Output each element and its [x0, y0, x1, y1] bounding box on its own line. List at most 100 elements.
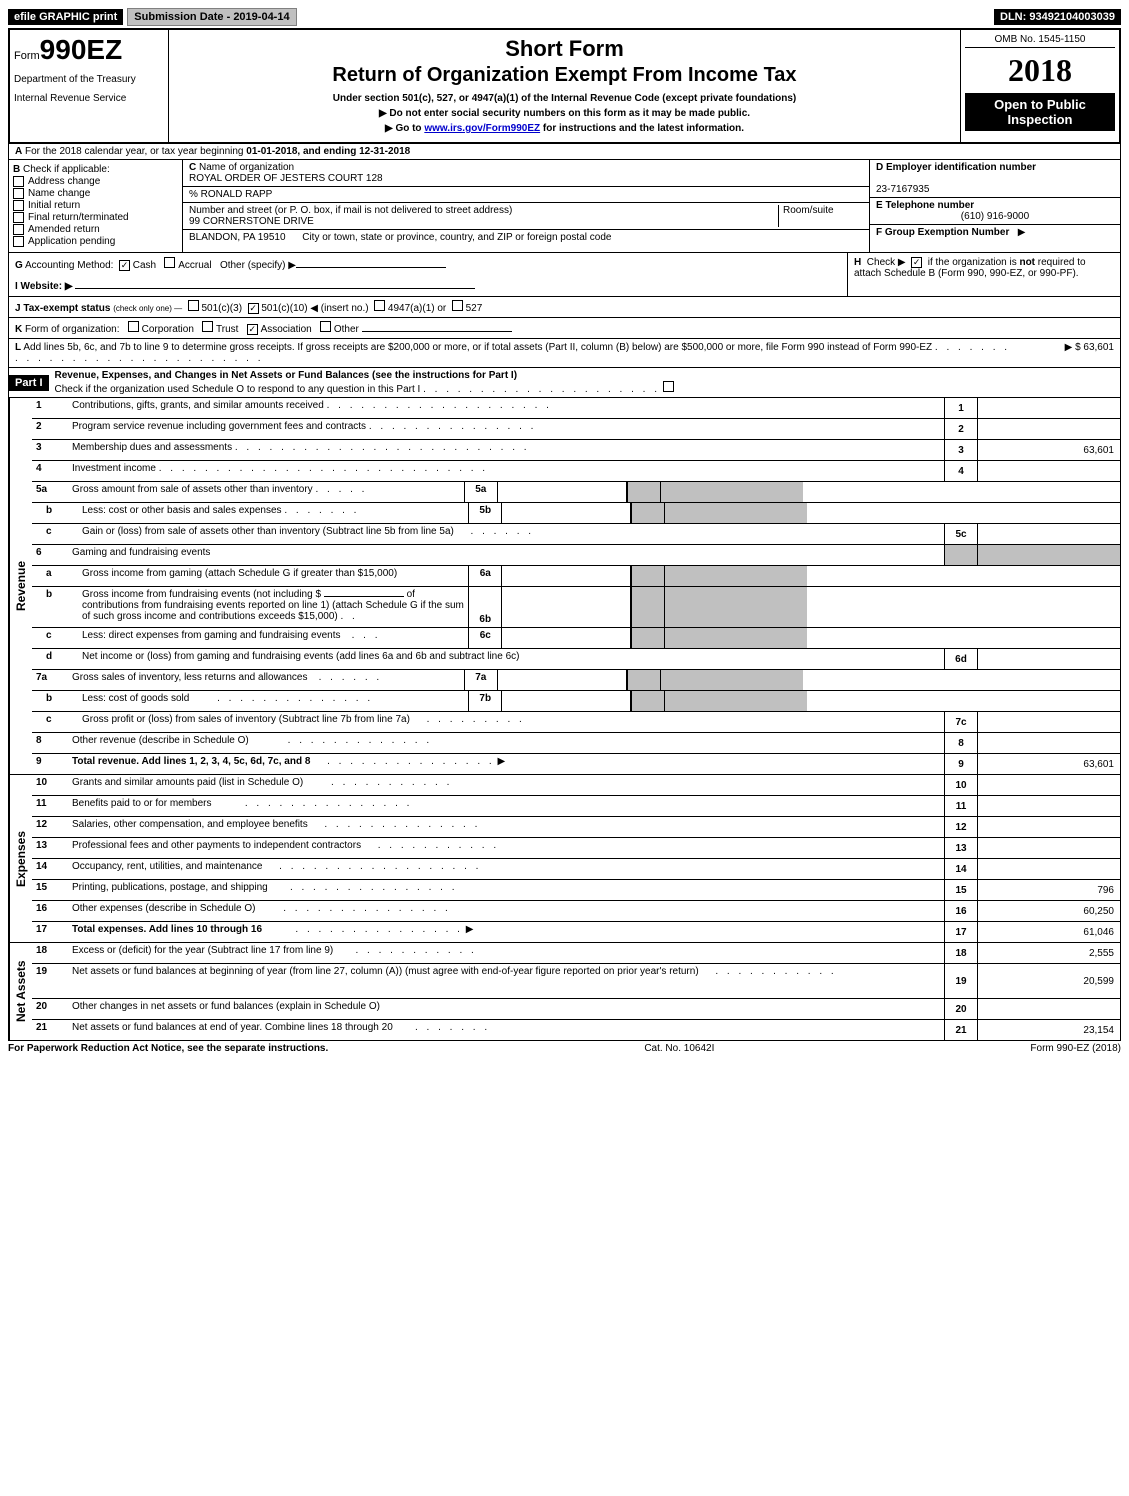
dots-icon: . . . . . . . . . . . . . . . . . . . . … — [423, 384, 660, 395]
subtitle-section: Under section 501(c), 527, or 4947(a)(1)… — [177, 93, 952, 104]
line14-value — [977, 859, 1120, 879]
line12-value — [977, 817, 1120, 837]
city-state-zip: BLANDON, PA 19510 — [189, 232, 286, 243]
chk-amended-return[interactable] — [13, 224, 24, 235]
tax-year: 2018 — [965, 52, 1115, 89]
goto-pre: ▶ Go to — [385, 123, 424, 134]
chk-527[interactable] — [452, 300, 463, 311]
irs-link[interactable]: www.irs.gov/Form990EZ — [424, 123, 540, 134]
e-label: E Telephone number — [876, 200, 974, 211]
dln-label: DLN: 93492104003039 — [994, 9, 1121, 25]
website-input[interactable] — [75, 288, 475, 289]
city-block: BLANDON, PA 19510 City or town, state or… — [183, 230, 869, 245]
cat-no: Cat. No. 10642I — [644, 1043, 714, 1054]
top-left-buttons: efile GRAPHIC print Submission Date - 20… — [8, 8, 297, 26]
chk-corporation[interactable] — [128, 321, 139, 332]
efile-print-button[interactable]: efile GRAPHIC print — [8, 9, 123, 25]
expenses-table: Expenses 10Grants and similar amounts pa… — [8, 775, 1121, 943]
chk-accrual[interactable] — [164, 257, 175, 268]
org-name: ROYAL ORDER OF JESTERS COURT 128 — [189, 173, 383, 184]
line7c-value — [977, 712, 1120, 732]
lbl-initial-return: Initial return — [28, 200, 80, 211]
open-public-line1: Open to Public — [967, 97, 1113, 112]
h-text1: if the organization is — [928, 257, 1020, 268]
line11-value — [977, 796, 1120, 816]
lbl-4947a1: 4947(a)(1) or — [388, 303, 446, 314]
chk-application-pending[interactable] — [13, 236, 24, 247]
phone-value: (610) 916-9000 — [876, 211, 1114, 222]
line18-desc: Excess or (deficit) for the year (Subtra… — [72, 945, 333, 956]
chk-name-change[interactable] — [13, 188, 24, 199]
line11-desc: Benefits paid to or for members — [72, 798, 212, 809]
line15-value: 796 — [977, 880, 1120, 900]
col-b-label: B — [13, 164, 20, 175]
part1-label: Part I — [9, 375, 49, 391]
entity-section: A For the 2018 calendar year, or tax yea… — [8, 144, 1121, 253]
street-address: 99 CORNERSTONE DRIVE — [189, 216, 314, 227]
chk-501c-other[interactable] — [248, 303, 259, 314]
lbl-501c-num: 10 — [293, 303, 304, 314]
submission-date-button[interactable]: Submission Date - 2019-04-14 — [127, 8, 296, 26]
line6a-desc: Gross income from gaming (attach Schedul… — [82, 568, 397, 579]
chk-trust[interactable] — [202, 321, 213, 332]
lbl-cash: Cash — [133, 260, 156, 271]
lbl-other-org: Other — [334, 324, 359, 335]
line8-value — [977, 733, 1120, 753]
line5b-value — [502, 503, 631, 523]
line16-desc: Other expenses (describe in Schedule O) — [72, 903, 255, 914]
chk-sched-b-not-required[interactable] — [911, 257, 922, 268]
line3-desc: Membership dues and assessments — [72, 442, 232, 453]
line20-value — [977, 999, 1120, 1019]
line6c-desc: Less: direct expenses from gaming and fu… — [82, 630, 340, 641]
chk-final-return[interactable] — [13, 212, 24, 223]
line10-value — [977, 775, 1120, 795]
lbl-corporation: Corporation — [142, 324, 194, 335]
l-amount: ▶ $ 63,601 — [1014, 342, 1114, 364]
chk-association[interactable] — [247, 324, 258, 335]
k-text: Form of organization: — [25, 324, 120, 335]
f-arrow: ▶ — [1018, 227, 1026, 238]
col-de-ids: D Employer identification number 23-7167… — [869, 160, 1120, 252]
revenue-body: 1Contributions, gifts, grants, and simil… — [32, 398, 1120, 774]
room-label: Room/suite — [783, 205, 834, 216]
street-block: Number and street (or P. O. box, if mail… — [183, 203, 869, 230]
chk-initial-return[interactable] — [13, 200, 24, 211]
chk-other-org[interactable] — [320, 321, 331, 332]
street-label: Number and street (or P. O. box, if mail… — [189, 205, 512, 216]
row-a-label: A — [15, 146, 22, 157]
chk-4947a1[interactable] — [374, 300, 385, 311]
header-right: OMB No. 1545-1150 2018 Open to Public In… — [960, 30, 1119, 142]
chk-schedule-o-part1[interactable] — [663, 381, 674, 392]
line6b-pre: Gross income from fundraising events (no… — [82, 589, 324, 600]
return-title: Return of Organization Exempt From Incom… — [177, 64, 952, 87]
line5b-desc: Less: cost or other basis and sales expe… — [82, 505, 282, 516]
line21-value: 23,154 — [977, 1020, 1120, 1040]
top-bar: efile GRAPHIC print Submission Date - 20… — [8, 8, 1121, 26]
other-method-input[interactable] — [296, 267, 446, 268]
header-center: Short Form Return of Organization Exempt… — [169, 30, 960, 142]
form-number: Form990EZ — [14, 34, 164, 66]
vert-expenses: Expenses — [9, 775, 32, 942]
line15-desc: Printing, publications, postage, and shi… — [72, 882, 268, 893]
line7b-value — [502, 691, 631, 711]
chk-cash[interactable] — [119, 260, 130, 271]
j-text: (check only one) — — [113, 304, 182, 313]
lbl-501c-post: ) ◀ (insert no.) — [304, 303, 368, 314]
g-label: G — [15, 260, 23, 271]
entity-row: B Check if applicable: Address change Na… — [9, 160, 1120, 252]
col-gi: G Accounting Method: Cash Accrual Other … — [9, 253, 847, 296]
line5a-desc: Gross amount from sale of assets other t… — [72, 484, 313, 495]
line6-desc: Gaming and fundraising events — [72, 547, 210, 558]
line10-desc: Grants and similar amounts paid (list in… — [72, 777, 303, 788]
line7a-value — [498, 670, 627, 690]
chk-address-change[interactable] — [13, 176, 24, 187]
lbl-address-change: Address change — [28, 176, 100, 187]
subtitle-goto: ▶ Go to www.irs.gov/Form990EZ for instru… — [177, 123, 952, 134]
part1-title-block: Revenue, Expenses, and Changes in Net As… — [49, 368, 1120, 397]
short-form-title: Short Form — [177, 36, 952, 62]
subtitle-ssn-warning: ▶ Do not enter social security numbers o… — [177, 108, 952, 119]
other-org-input[interactable] — [362, 331, 512, 332]
line19-value: 20,599 — [977, 964, 1120, 998]
chk-501c3[interactable] — [188, 300, 199, 311]
line6b-amount-input[interactable] — [324, 596, 404, 597]
